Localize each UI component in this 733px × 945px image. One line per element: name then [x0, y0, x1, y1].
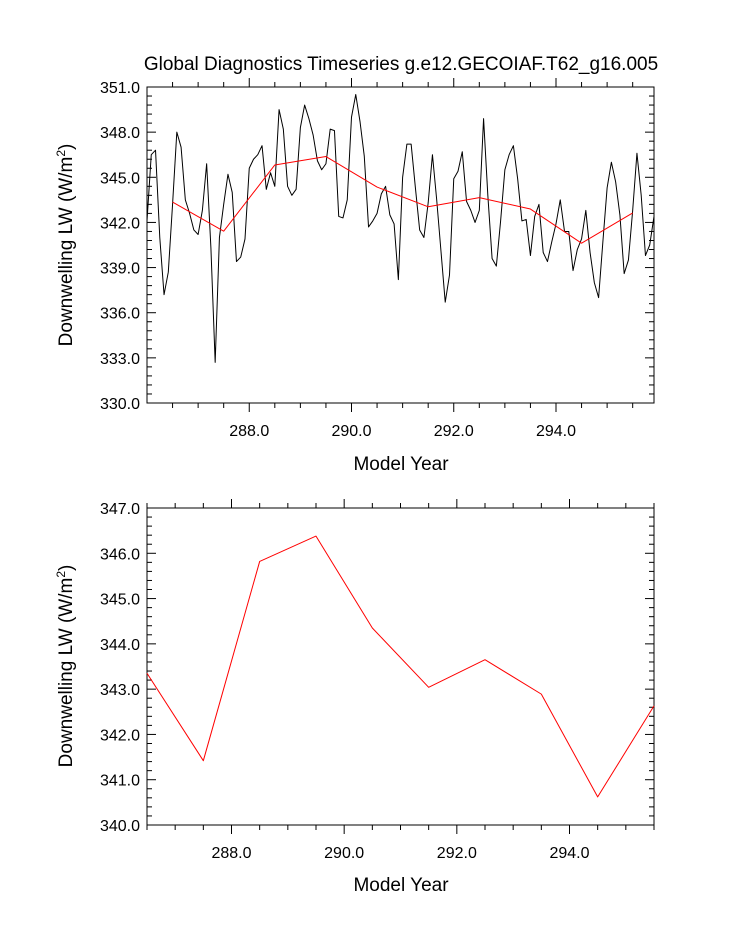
bottom-y-axis: 340.0 341.0 342.0 343.0 344.0 345.0 346.0 347.0 — [100, 501, 654, 835]
top-minor-ticks — [147, 82, 654, 408]
top-series — [146, 94, 655, 363]
top-y-tick-label: 345.0 — [100, 170, 140, 187]
top-x-tick-label: 292.0 — [434, 423, 474, 440]
bottom-x-tick-label: 294.0 — [549, 845, 589, 862]
bottom-y-tick-label: 346.0 — [100, 546, 140, 563]
bottom-y-tick-label: 342.0 — [100, 727, 140, 744]
top-monthly-series-line — [146, 94, 655, 363]
chart-title: Global Diagnostics Timeseries g.e12.GECO… — [144, 54, 658, 75]
bottom-minor-ticks — [146, 503, 655, 830]
bottom-annual-series-line — [146, 535, 655, 798]
bottom-x-tick-label: 290.0 — [324, 845, 364, 862]
bottom-y-tick-label: 340.0 — [100, 818, 140, 835]
bottom-x-tick-label: 288.0 — [211, 845, 251, 862]
bottom-y-tick-label: 344.0 — [100, 637, 140, 654]
top-x-tick-label: 288.0 — [229, 423, 269, 440]
bottom-x-axis: 288.0 290.0 292.0 294.0 — [211, 499, 590, 862]
bottom-plot-frame — [146, 507, 655, 826]
top-y-axis-label: Downwelling LW (W/m2) — [54, 144, 77, 347]
top-y-tick-label: 339.0 — [100, 261, 140, 278]
bottom-y-tick-label: 347.0 — [100, 501, 140, 518]
top-x-axis-label: Model Year — [353, 454, 449, 475]
bottom-y-tick-label: 341.0 — [100, 773, 140, 790]
bottom-x-tick-label: 292.0 — [437, 845, 477, 862]
top-panel: 330.0 333.0 336.0 339.0 342.0 345.0 348.0 351.0… — [54, 78, 655, 475]
bottom-x-axis-label: Model Year — [353, 875, 449, 896]
top-x-axis: 288.0 290.0 292.0 294.0 — [229, 78, 576, 440]
top-y-tick-label: 342.0 — [100, 215, 140, 232]
bottom-y-axis-label: Downwelling LW (W/m2) — [54, 565, 77, 768]
top-plot-frame — [146, 86, 655, 404]
top-y-tick-label: 336.0 — [100, 306, 140, 323]
top-x-tick-label: 290.0 — [331, 423, 371, 440]
top-y-tick-label: 351.0 — [100, 80, 140, 97]
top-y-axis: 330.0 333.0 336.0 339.0 342.0 345.0 348.0 351.0 — [100, 80, 654, 413]
top-annual-series-line — [172, 156, 633, 244]
bottom-y-tick-label: 345.0 — [100, 592, 140, 609]
top-y-tick-label: 330.0 — [100, 396, 140, 413]
bottom-y-tick-label: 343.0 — [100, 682, 140, 699]
top-y-tick-label: 333.0 — [100, 351, 140, 368]
bottom-series — [146, 535, 655, 798]
top-y-tick-label: 348.0 — [100, 125, 140, 142]
top-x-tick-label: 294.0 — [536, 423, 576, 440]
bottom-panel: 340.0 341.0 342.0 343.0 344.0 345.0 346.0 347.0… — [54, 499, 655, 896]
